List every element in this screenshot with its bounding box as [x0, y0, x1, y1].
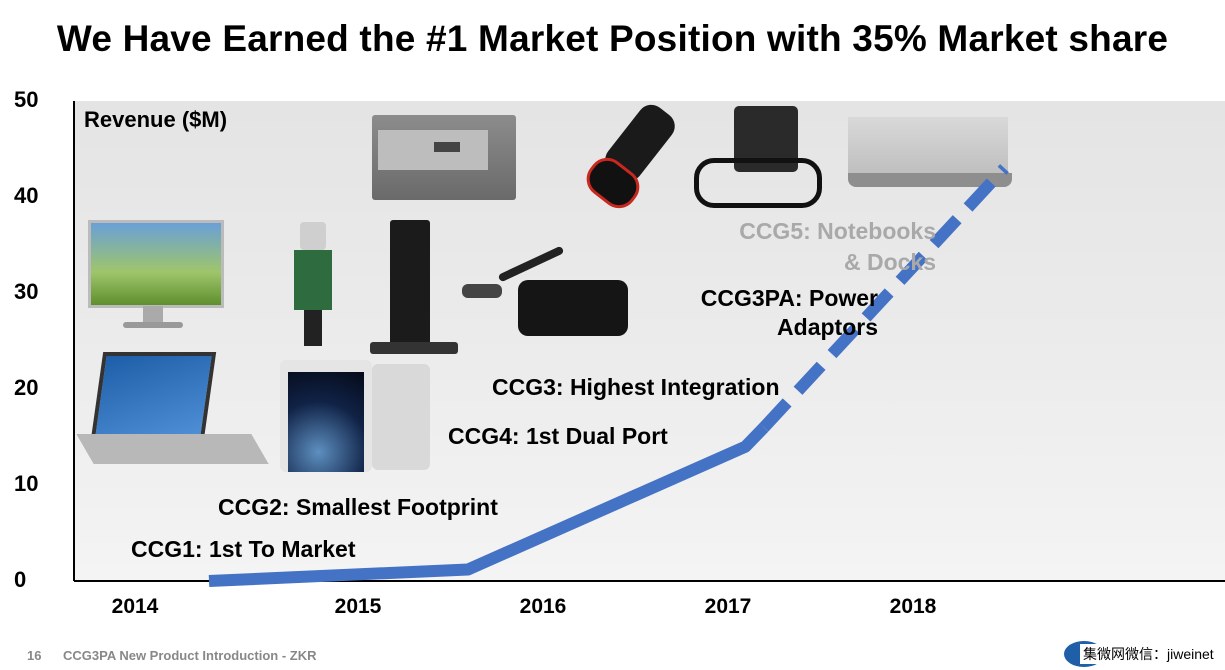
y-tick-label: 50 [14, 87, 39, 112]
wall-charger-icon [694, 106, 822, 208]
annotation-ccg1: CCG1: 1st To Market [131, 536, 356, 562]
annotation-ccg4: CCG4: 1st Dual Port [448, 423, 668, 449]
annotation-ccg5: CCG5: Notebooks & Docks [739, 218, 936, 275]
annotation-ccg2: CCG2: Smallest Footprint [218, 494, 498, 520]
slide-title: We Have Earned the #1 Market Position wi… [56, 18, 1169, 59]
y-tick-label: 0 [14, 567, 27, 592]
annotation-ccg3: CCG3: Highest Integration [492, 374, 780, 400]
x-tick-label: 2018 [889, 595, 937, 618]
page-number: 16 [27, 648, 42, 663]
y-tick-label: 30 [14, 279, 39, 304]
usb-c-module-icon [292, 222, 334, 346]
usb-c-adapter-icon [462, 240, 630, 342]
y-tick-label: 40 [14, 183, 39, 208]
y-tick-label: 20 [14, 375, 39, 400]
footer-text: CCG3PA New Product Introduction - ZKR [63, 648, 317, 663]
x-tick-label: 2017 [704, 595, 752, 618]
watermark-text: 集微网微信：jiweinet [1080, 644, 1217, 664]
phone-icon [280, 360, 432, 472]
car-charger-icon [579, 99, 690, 216]
notebook-ports-icon [372, 115, 516, 200]
x-tick-label: 2014 [111, 595, 159, 618]
x-tick-label: 2015 [334, 595, 382, 618]
x-tick-label: 2016 [519, 595, 567, 618]
mini-pc-icon [370, 220, 460, 356]
annotation-ccg3pa: CCG3PA: Power Adaptors [700, 285, 878, 340]
y-axis-title: Revenue ($M) [84, 107, 228, 132]
macbook-icon [848, 117, 1012, 189]
monitor-icon [88, 220, 224, 332]
y-tick-label: 10 [14, 471, 39, 496]
laptop-icon [76, 352, 269, 472]
